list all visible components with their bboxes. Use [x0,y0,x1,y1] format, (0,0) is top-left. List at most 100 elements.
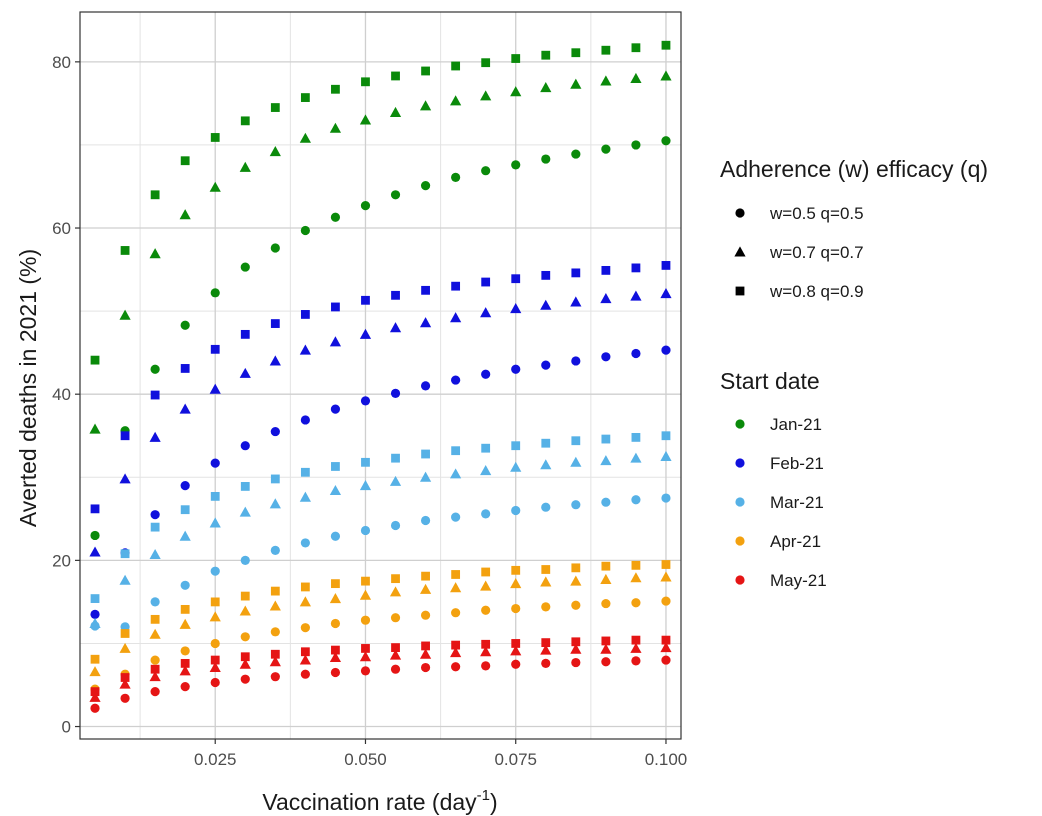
data-point [149,548,161,560]
data-point [481,166,491,176]
data-point [210,133,220,142]
data-point [390,664,401,674]
series-mar-21-circle [90,493,671,632]
data-point [150,687,160,697]
data-point [180,646,190,656]
data-point [391,290,400,300]
data-point [540,459,552,470]
data-point [661,493,671,503]
series-feb-21-triangle [89,288,672,557]
data-point [240,652,250,662]
data-point [329,484,342,496]
data-point [119,473,131,484]
data-point [180,480,190,491]
data-point [150,390,160,400]
x-axis-title: Vaccination rate (day-1) [262,787,497,815]
data-point [149,628,161,639]
data-point [451,662,461,672]
data-point [240,591,250,601]
color-legend-label: Apr-21 [770,532,821,551]
data-point [361,295,370,305]
shape-legend-label: w=0.5 q=0.5 [769,204,864,223]
data-point [150,664,160,674]
data-point [541,154,551,164]
series-mar-21-square [90,431,671,603]
data-point [391,574,400,584]
data-point [571,436,581,446]
data-point [571,356,581,366]
data-point [239,658,251,669]
data-point [329,592,342,604]
data-point [510,578,522,589]
data-point [299,596,311,607]
data-point [660,450,672,461]
data-point [540,576,552,587]
data-point [150,190,160,200]
legend-key-color [735,536,745,546]
data-point [210,638,220,649]
data-point [389,322,402,333]
data-point [270,545,280,555]
data-point [240,632,250,642]
data-point [180,658,190,668]
data-point [119,574,131,585]
data-point [359,651,372,662]
data-point [269,600,281,611]
data-point [601,561,611,571]
data-point [631,635,641,645]
data-point [89,666,101,677]
data-point [451,512,461,522]
data-point [631,432,641,442]
data-point [90,594,100,603]
data-point [661,635,671,645]
data-point [209,517,221,528]
data-point [300,669,310,679]
data-point [360,525,371,536]
color-legend-label: May-21 [770,571,827,590]
data-point [510,303,522,314]
data-point [481,58,491,68]
data-point [481,661,491,671]
data-point [541,270,551,280]
legend-key-color [735,419,745,429]
data-point [511,505,521,516]
grid-lines [80,12,681,739]
data-point [540,299,552,310]
data-point [390,190,401,200]
data-point [360,200,371,211]
data-point [630,572,642,583]
data-point [360,666,371,676]
data-point [661,345,671,355]
data-point [210,655,220,665]
data-point [89,691,101,702]
data-point [90,609,100,619]
y-axis-ticks: 0 20 40 60 80 [52,53,80,737]
data-point [601,144,611,154]
data-point [451,570,461,579]
data-point [240,262,250,272]
data-point [361,77,370,87]
data-point [601,636,611,646]
color-legend-label: Mar-21 [770,493,824,512]
data-point [331,84,340,94]
data-point [210,458,220,468]
data-point [269,656,281,667]
series-jan-21-circle [90,136,671,541]
data-point [269,355,281,366]
data-point [210,288,220,298]
data-point [661,261,671,270]
data-point [179,209,191,220]
data-point [150,597,160,607]
data-point [179,665,191,676]
data-point [451,446,461,456]
data-point [511,441,521,451]
data-point [300,647,310,657]
data-point [601,352,611,362]
data-point [389,475,402,486]
legend-key-circle [735,208,745,218]
data-point [570,456,582,467]
data-point [209,383,221,394]
data-point [240,329,250,339]
data-point [391,643,400,653]
data-point [300,93,310,102]
